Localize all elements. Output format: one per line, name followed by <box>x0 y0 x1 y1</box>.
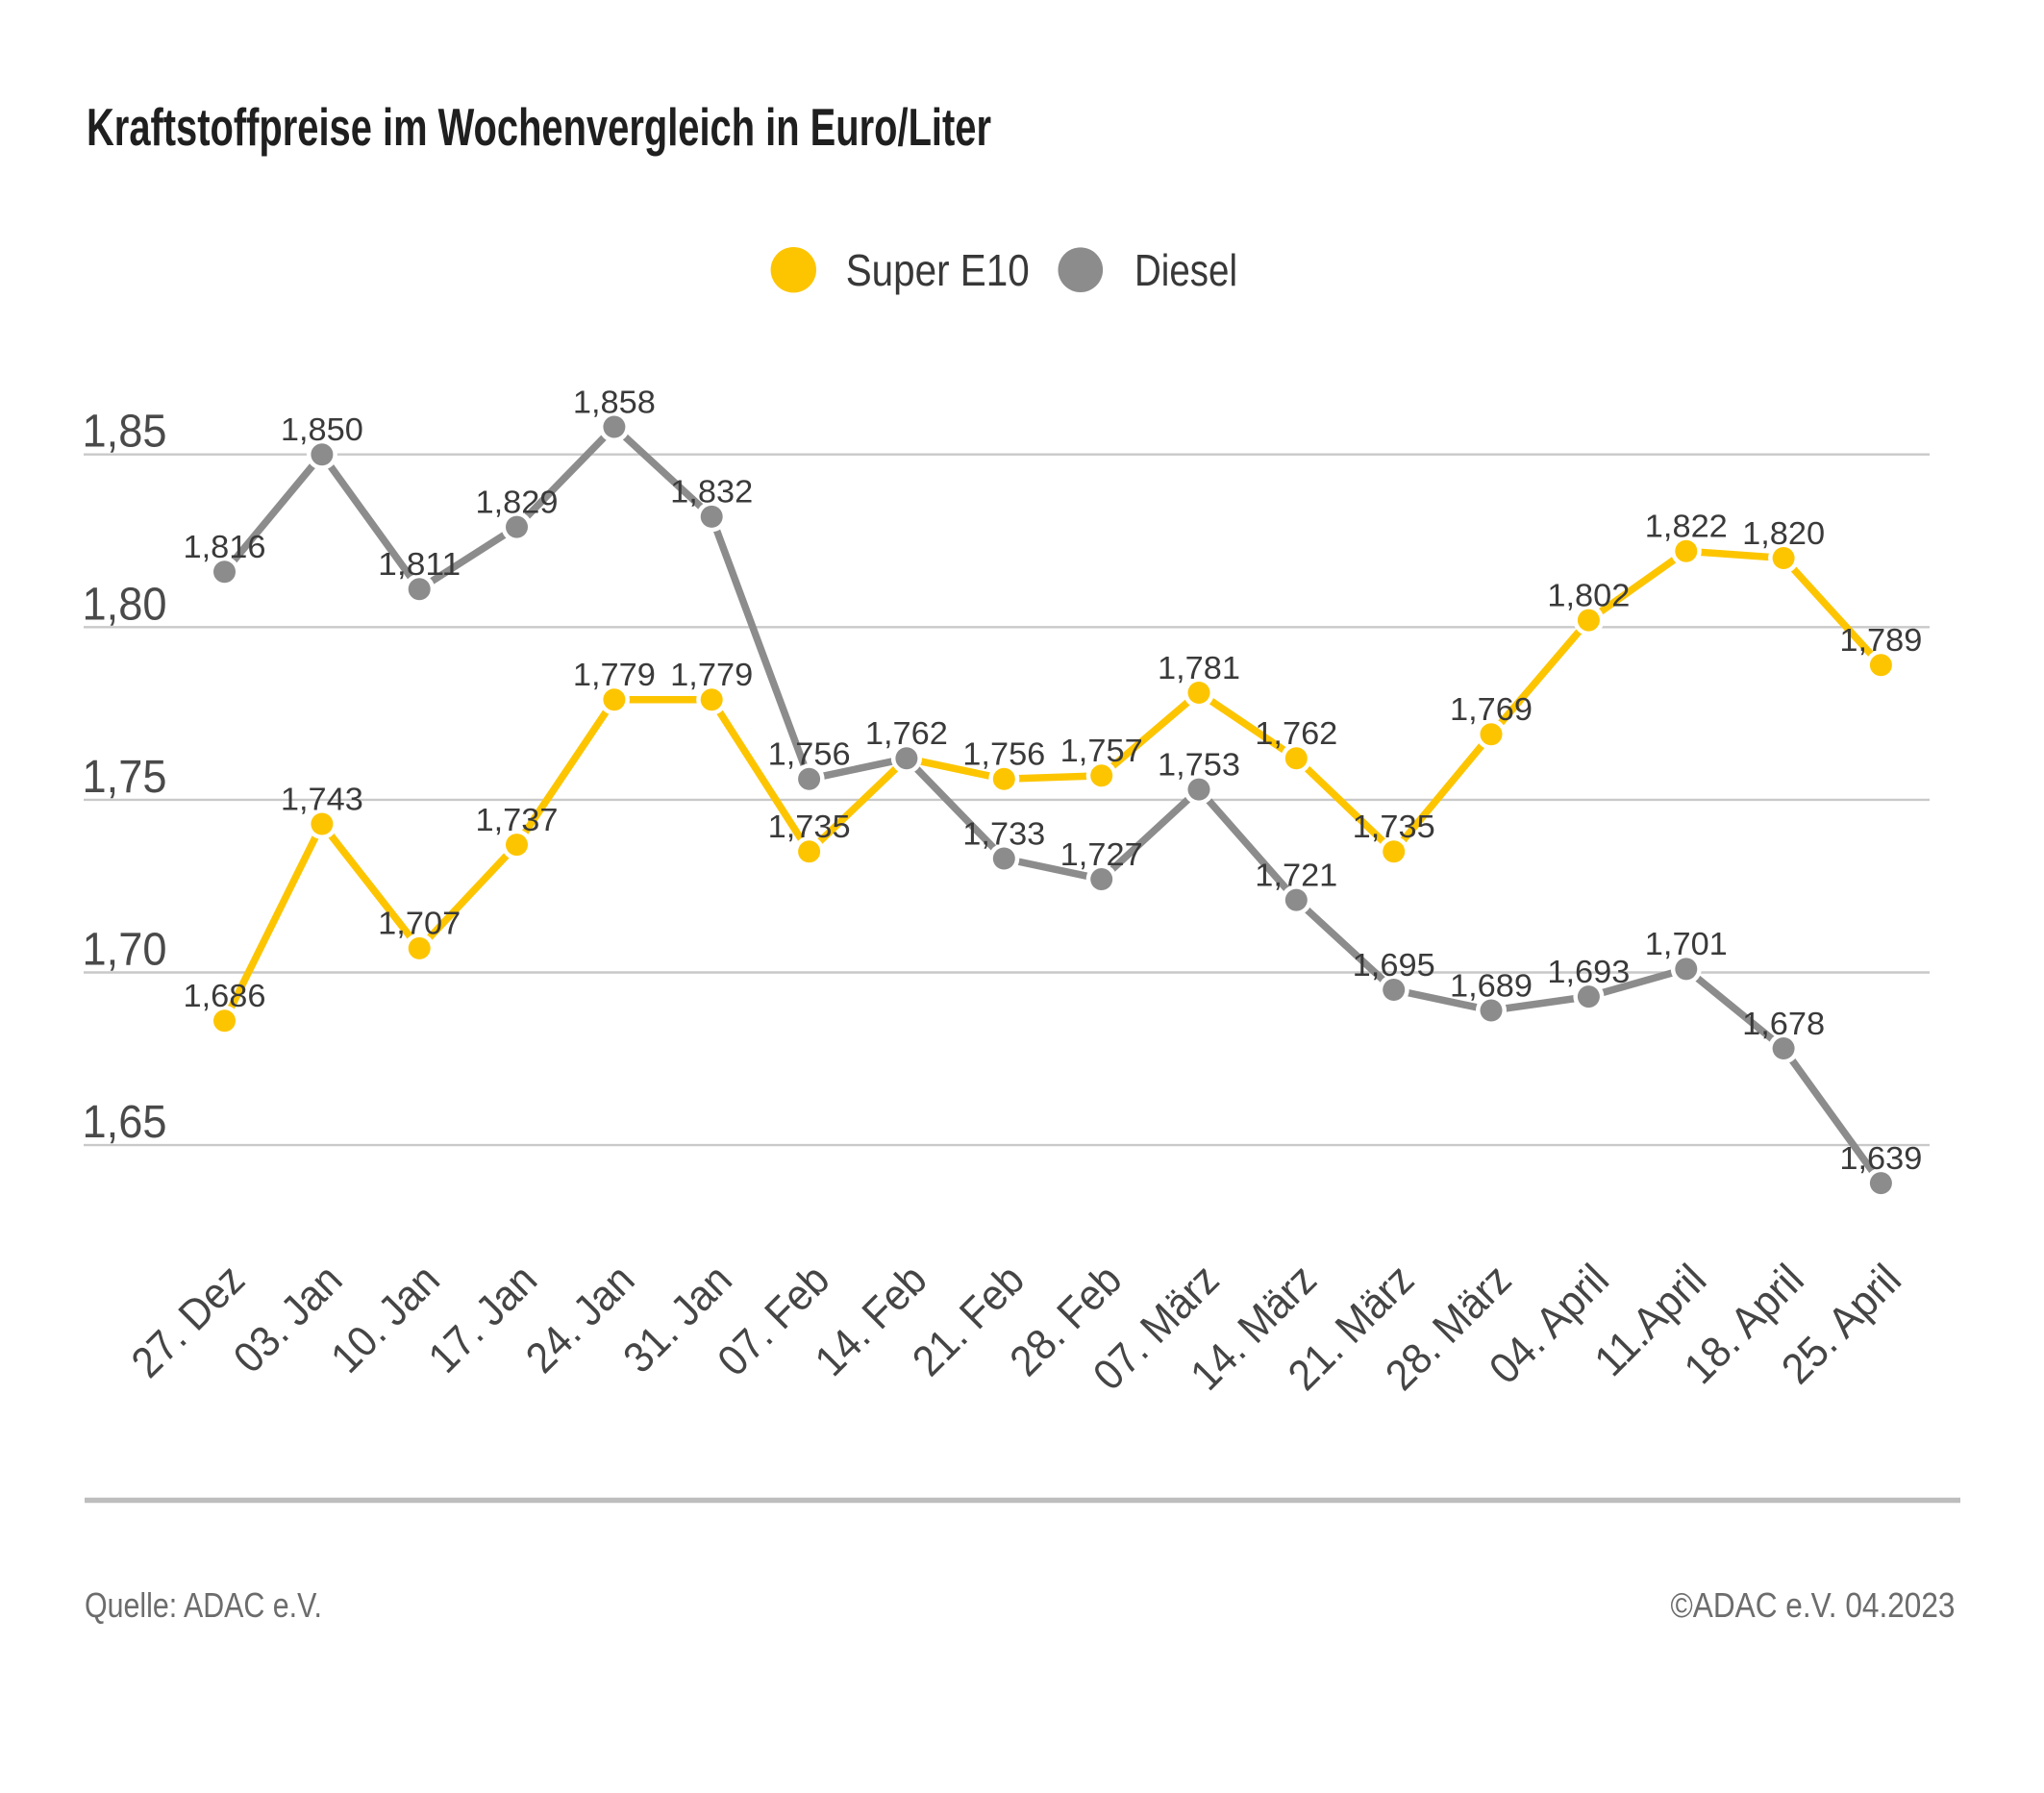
svg-text:1,733: 1,733 <box>962 816 1045 852</box>
svg-text:©ADAC e.V. 04.2023: ©ADAC e.V. 04.2023 <box>1671 1585 1956 1625</box>
svg-text:Super E10: Super E10 <box>846 245 1030 295</box>
svg-text:1,70: 1,70 <box>83 925 167 976</box>
svg-text:1,75: 1,75 <box>83 752 167 803</box>
svg-text:1,686: 1,686 <box>184 979 266 1014</box>
svg-text:1,789: 1,789 <box>1839 623 1922 659</box>
svg-text:Diesel: Diesel <box>1134 245 1237 295</box>
svg-text:1,743: 1,743 <box>281 782 363 817</box>
svg-text:1,707: 1,707 <box>378 907 461 942</box>
svg-text:1,727: 1,727 <box>1060 837 1143 873</box>
svg-text:1,85: 1,85 <box>83 407 167 458</box>
svg-text:1,737: 1,737 <box>476 803 559 838</box>
svg-text:1,65: 1,65 <box>83 1097 167 1148</box>
svg-text:1,850: 1,850 <box>281 412 363 448</box>
svg-text:1,756: 1,756 <box>768 737 851 773</box>
svg-text:Quelle: ADAC e.V.: Quelle: ADAC e.V. <box>85 1585 322 1625</box>
svg-text:1,693: 1,693 <box>1547 955 1630 990</box>
svg-text:1,822: 1,822 <box>1645 510 1728 545</box>
svg-text:1,858: 1,858 <box>573 385 656 420</box>
svg-text:1,695: 1,695 <box>1353 948 1435 984</box>
svg-text:1,811: 1,811 <box>378 547 461 583</box>
svg-text:1,781: 1,781 <box>1158 651 1240 686</box>
svg-text:1,816: 1,816 <box>184 530 266 565</box>
svg-text:1,779: 1,779 <box>670 658 753 693</box>
svg-text:1,802: 1,802 <box>1547 578 1630 613</box>
svg-text:1,639: 1,639 <box>1839 1141 1922 1177</box>
svg-text:1,701: 1,701 <box>1645 927 1728 962</box>
svg-text:1,753: 1,753 <box>1158 747 1240 783</box>
svg-text:1,829: 1,829 <box>476 485 559 520</box>
svg-text:1,820: 1,820 <box>1742 516 1825 552</box>
svg-text:1,762: 1,762 <box>1255 716 1337 752</box>
svg-text:1,757: 1,757 <box>1060 734 1143 769</box>
svg-text:1,80: 1,80 <box>83 579 167 630</box>
svg-text:1,832: 1,832 <box>670 475 753 511</box>
svg-text:1,769: 1,769 <box>1450 692 1533 728</box>
svg-text:Kraftstoffpreise im Wochenverg: Kraftstoffpreise im Wochenvergleich in E… <box>87 97 991 157</box>
svg-text:1,678: 1,678 <box>1742 1007 1825 1042</box>
svg-text:1,756: 1,756 <box>962 737 1045 773</box>
svg-text:1,735: 1,735 <box>1353 809 1435 845</box>
svg-text:1,735: 1,735 <box>768 809 851 845</box>
svg-text:1,779: 1,779 <box>573 658 656 693</box>
svg-text:1,689: 1,689 <box>1450 968 1533 1004</box>
svg-text:1,762: 1,762 <box>865 716 948 752</box>
svg-text:1,721: 1,721 <box>1255 858 1337 893</box>
